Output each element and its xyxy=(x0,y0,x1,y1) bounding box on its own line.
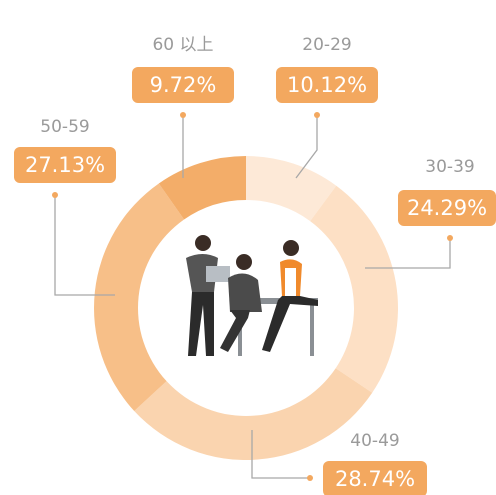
donut-segment xyxy=(246,156,337,222)
leader-line xyxy=(295,115,318,179)
value-box xyxy=(276,67,378,103)
donut-segment xyxy=(158,156,246,220)
label-group: 40-49 28.74% xyxy=(251,430,427,495)
value-label: 28.74% xyxy=(335,467,415,491)
leader-dot xyxy=(52,192,58,198)
donut-segment xyxy=(134,368,373,460)
donut xyxy=(93,156,398,460)
label-group: 20-29 10.12% xyxy=(276,35,378,179)
label-group: 30-39 24.29% xyxy=(365,157,496,269)
donut-segment xyxy=(310,185,398,393)
value-box xyxy=(323,461,427,495)
category-label: 20-29 xyxy=(302,35,351,55)
category-label: 60 以上 xyxy=(152,35,213,55)
illustration xyxy=(186,235,318,356)
category-label: 40-49 xyxy=(350,431,399,451)
value-label: 27.13% xyxy=(25,153,105,177)
leader-dot xyxy=(180,112,186,118)
leader-dot xyxy=(307,475,313,481)
label-group: 60 以上 9.72% xyxy=(132,35,234,178)
value-label: 24.29% xyxy=(407,196,487,220)
leader-dot xyxy=(314,112,320,118)
value-box xyxy=(132,67,234,103)
value-box xyxy=(398,190,496,226)
donut-segment xyxy=(93,183,185,412)
leader-line xyxy=(365,238,451,269)
leader-line xyxy=(251,430,310,479)
leader-dot xyxy=(447,235,453,241)
value-label: 10.12% xyxy=(287,73,367,97)
category-label: 30-39 xyxy=(425,157,474,177)
category-label: 50-59 xyxy=(40,117,89,137)
label-group: 50-59 27.13% xyxy=(14,117,116,296)
value-label: 9.72% xyxy=(150,73,217,97)
leader-line xyxy=(54,195,115,296)
value-box xyxy=(14,147,116,183)
